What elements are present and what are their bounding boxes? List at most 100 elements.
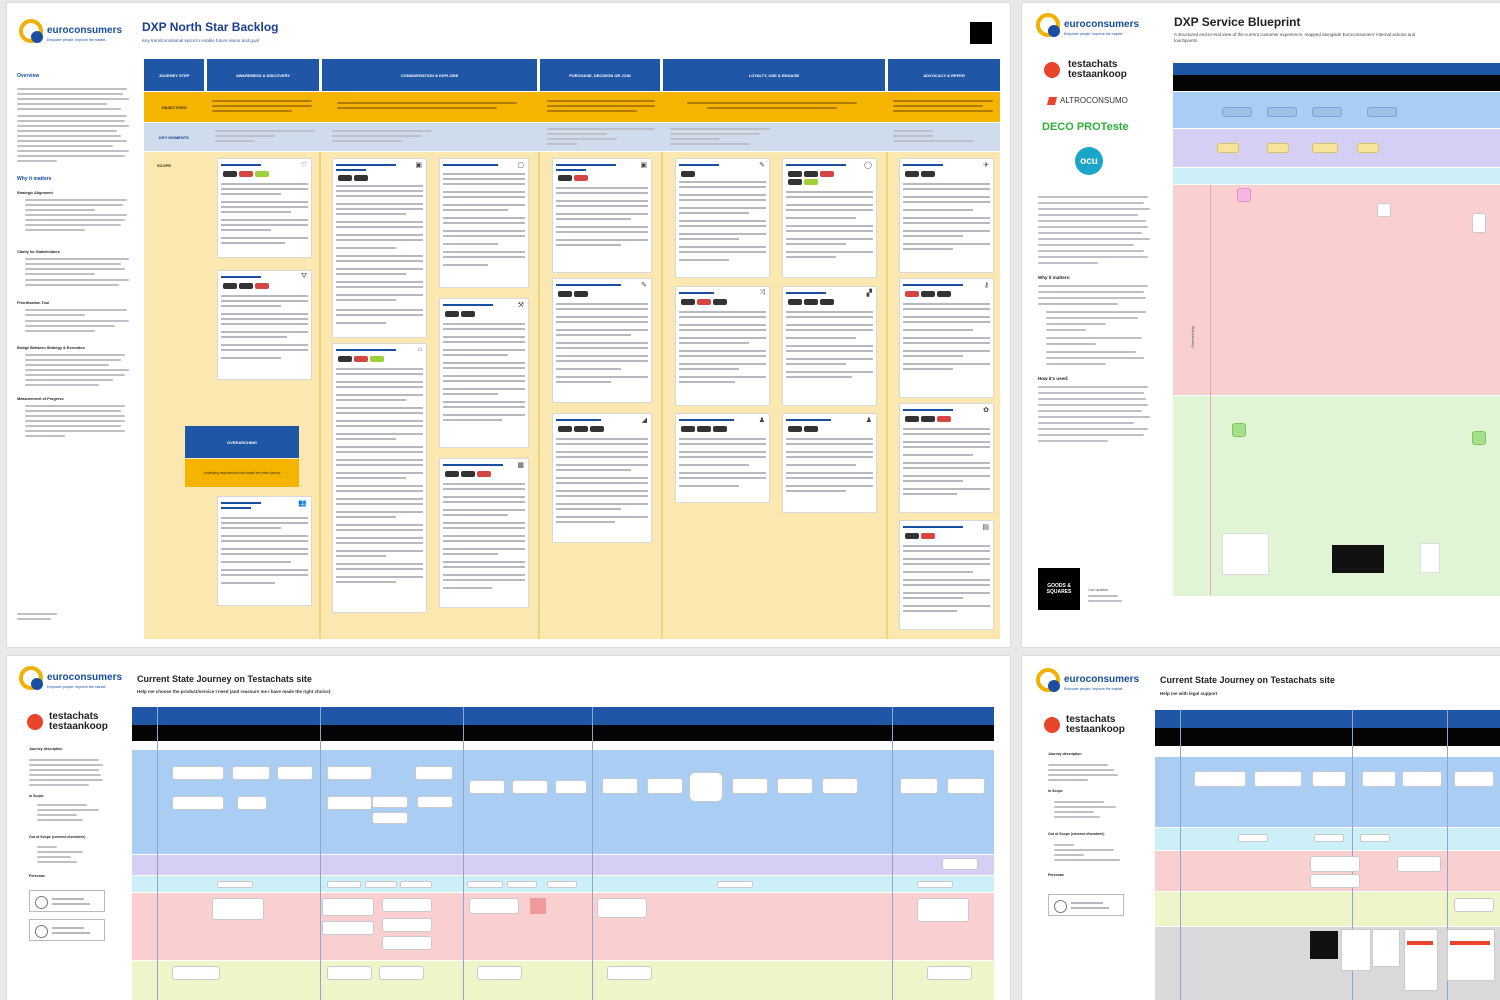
user-icon: ♟ bbox=[758, 417, 765, 424]
phase-consideration: CONSIDERATION & EXPLORE bbox=[322, 59, 537, 91]
lane-blue bbox=[132, 750, 994, 854]
page-subtitle: A structured end-to-end view of the curr… bbox=[1174, 32, 1416, 43]
board-journey-legal-support[interactable]: euroconsumers Empower people. Improve the… bbox=[1022, 656, 1500, 1000]
page-title: DXP North Star Backlog bbox=[142, 20, 279, 34]
page-subtitle: Help me choose the product/service I nee… bbox=[137, 689, 331, 694]
lane-pink bbox=[132, 893, 994, 960]
page-subtitle: Key transformational epics to enable fut… bbox=[142, 38, 259, 43]
goods-squares-logo: GOODS & SQUARES bbox=[1038, 568, 1080, 610]
chart-icon: ◢ bbox=[641, 417, 647, 424]
why-heading: Why it matters bbox=[17, 176, 52, 182]
section-prioritisation: Prioritisation Tool bbox=[17, 301, 50, 305]
out-of-scope-heading: Out of Scope (covered elsewhere) bbox=[29, 835, 86, 839]
epic-card[interactable]: ▣ bbox=[332, 158, 427, 338]
ocu-logo: ocu bbox=[1075, 147, 1103, 175]
board-north-star-backlog[interactable]: euroconsumers Empower people. Improve the… bbox=[7, 3, 1010, 647]
epic-card[interactable]: ▤ bbox=[899, 520, 994, 630]
epic-card[interactable]: ✎ bbox=[675, 158, 770, 278]
phase-purchase: PURCHASE, DECISION OR JOIN bbox=[540, 59, 660, 91]
epic-card[interactable]: ◢ bbox=[552, 413, 652, 543]
edit-icon: ✎ bbox=[641, 282, 647, 289]
persona-card[interactable] bbox=[29, 919, 105, 941]
user-icon: ♟ bbox=[865, 417, 872, 424]
personas-heading: Personas bbox=[1048, 873, 1064, 877]
epic-card[interactable]: ⚒ bbox=[439, 298, 529, 448]
circle-icon: ◯ bbox=[864, 162, 872, 169]
euroconsumers-logo: euroconsumers Empower people. Improve the… bbox=[1036, 668, 1139, 692]
overview-heading: Overview bbox=[17, 73, 40, 79]
in-scope-heading: In Scope bbox=[29, 794, 44, 798]
key-moments-row bbox=[144, 123, 1000, 151]
board-service-blueprint[interactable]: euroconsumers Empower people. Improve the… bbox=[1022, 3, 1500, 647]
journey-description-heading: Journey description bbox=[29, 747, 63, 751]
epic-card[interactable]: ⌂ bbox=[332, 343, 427, 613]
epic-card[interactable]: ⤨ bbox=[675, 286, 770, 406]
out-of-scope-heading: Out of Scope (covered elsewhere) bbox=[1048, 832, 1105, 836]
community-icon: ✿ bbox=[983, 407, 989, 414]
euroconsumers-logo: euroconsumers Empower people. Improve the… bbox=[1036, 13, 1139, 37]
heart-icon: ♡ bbox=[300, 162, 307, 169]
epic-card[interactable]: ◯ bbox=[782, 158, 877, 278]
page-title: DXP Service Blueprint bbox=[1174, 15, 1301, 29]
deco-proteste-logo: DECO PROTeste bbox=[1042, 121, 1129, 133]
people-icon: 👥 bbox=[298, 500, 307, 507]
persona-card[interactable] bbox=[29, 890, 105, 912]
page-title: Current State Journey on Testachats site bbox=[137, 674, 312, 684]
epic-card[interactable]: ▦ bbox=[439, 458, 529, 608]
key-moments-label: KEY MOMENTS bbox=[159, 134, 189, 140]
overarching-label: OVERARCHING bbox=[185, 426, 299, 458]
epic-card[interactable]: ♡ bbox=[217, 158, 312, 258]
epic-card[interactable]: ▞ bbox=[782, 286, 877, 406]
goods-squares-logo bbox=[970, 22, 992, 44]
personas-heading: Personas bbox=[29, 874, 45, 878]
phase-advocacy: ADVOCACY & REFER bbox=[888, 59, 1000, 91]
section-clarity: Clarity for Stakeholders bbox=[17, 250, 60, 254]
epic-card[interactable]: ✈ bbox=[899, 158, 994, 273]
euroconsumers-logo: euroconsumers Empower people. Improve the… bbox=[19, 19, 122, 43]
page-subtitle: Help me with legal support bbox=[1160, 691, 1218, 696]
page-title: Current State Journey on Testachats site bbox=[1160, 675, 1335, 685]
avatar-icon bbox=[1054, 900, 1067, 913]
euroconsumers-logo: euroconsumers Empower people. Improve the… bbox=[19, 666, 122, 690]
overarching-label: Overarching bbox=[1190, 326, 1195, 348]
epic-card[interactable]: ✿ bbox=[899, 403, 994, 513]
key-icon: ⚷ bbox=[983, 282, 989, 289]
lane-blue bbox=[1155, 757, 1500, 827]
euroconsumers-mark-icon bbox=[1036, 668, 1060, 692]
board-journey-choose-product[interactable]: euroconsumers Empower people. Improve the… bbox=[7, 656, 1010, 1000]
chat-icon: ▢ bbox=[517, 162, 524, 169]
in-scope-heading: In Scope bbox=[1048, 789, 1063, 793]
section-strategic: Strategic Alignment bbox=[17, 191, 53, 195]
epic-card[interactable]: ✎ bbox=[552, 278, 652, 403]
phase-awareness: AWARENESS & DISCOVERY bbox=[207, 59, 319, 91]
epic-card[interactable]: ♟ bbox=[782, 413, 877, 513]
section-measurement: Measurement of Progress bbox=[17, 397, 64, 401]
epic-card[interactable]: ▢ bbox=[439, 158, 529, 288]
how-heading: How it's used: bbox=[1038, 376, 1069, 381]
shuffle-icon: ⤨ bbox=[759, 289, 765, 296]
avatar-icon bbox=[35, 896, 48, 909]
euroconsumers-mark-icon bbox=[19, 19, 43, 43]
phase-journey-step: JOURNEY STEP bbox=[144, 59, 204, 91]
handshake-icon: ▤ bbox=[982, 524, 989, 531]
epic-card[interactable]: 👥 bbox=[217, 496, 312, 606]
image-icon: ▣ bbox=[415, 162, 422, 169]
epic-card[interactable]: ♟ bbox=[675, 413, 770, 503]
rocket-icon: ✈ bbox=[983, 162, 989, 169]
lane-pink bbox=[1173, 185, 1500, 395]
lane-yellow bbox=[132, 961, 994, 1000]
scope-label: SCOPE bbox=[157, 163, 172, 168]
journey-description-heading: Journey description bbox=[1048, 752, 1082, 756]
epic-card[interactable]: ▣ bbox=[552, 158, 652, 273]
euroconsumers-mark-icon bbox=[1036, 13, 1060, 37]
persona-card[interactable] bbox=[1048, 894, 1124, 916]
avatar-icon bbox=[35, 925, 48, 938]
image-icon: ▣ bbox=[640, 162, 647, 169]
epic-card[interactable]: ⚷ bbox=[899, 278, 994, 398]
why-heading: Why it matters: bbox=[1038, 275, 1071, 280]
bookmark-icon: ▞ bbox=[866, 290, 872, 297]
epic-card[interactable]: ⛛ bbox=[217, 270, 312, 380]
euroconsumers-mark-icon bbox=[19, 666, 43, 690]
objectives-label: OBJECTIVES bbox=[161, 104, 187, 110]
section-bridge: Bridge Between Strategy & Execution bbox=[17, 346, 85, 350]
